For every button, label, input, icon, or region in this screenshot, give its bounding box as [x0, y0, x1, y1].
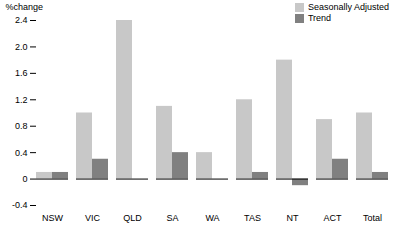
svg-text:SA: SA	[166, 213, 178, 223]
svg-text:1.6: 1.6	[15, 68, 28, 78]
svg-text:%change: %change	[6, 2, 44, 12]
svg-text:NSW: NSW	[42, 213, 64, 223]
svg-text:NT: NT	[287, 213, 299, 223]
svg-text:TAS: TAS	[244, 213, 261, 223]
svg-text:1.2: 1.2	[15, 95, 28, 105]
html-text:Seasonally Adjusted: Seasonally Adjusted	[307, 2, 389, 12]
svg-text:VIC: VIC	[85, 213, 101, 223]
svg-text:-0.4: -0.4	[12, 200, 28, 210]
svg-text:0.8: 0.8	[15, 121, 28, 131]
svg-text:0: 0	[22, 174, 27, 184]
svg-text:Total: Total	[363, 213, 382, 223]
svg-text:2.4: 2.4	[15, 15, 28, 25]
svg-text:2.0: 2.0	[15, 42, 28, 52]
svg-text:ACT: ACT	[324, 213, 343, 223]
svg-text:0.4: 0.4	[15, 148, 28, 158]
html-text:Trend: Trend	[307, 13, 332, 23]
svg-text:QLD: QLD	[123, 213, 142, 223]
svg-text:WA: WA	[205, 213, 219, 223]
